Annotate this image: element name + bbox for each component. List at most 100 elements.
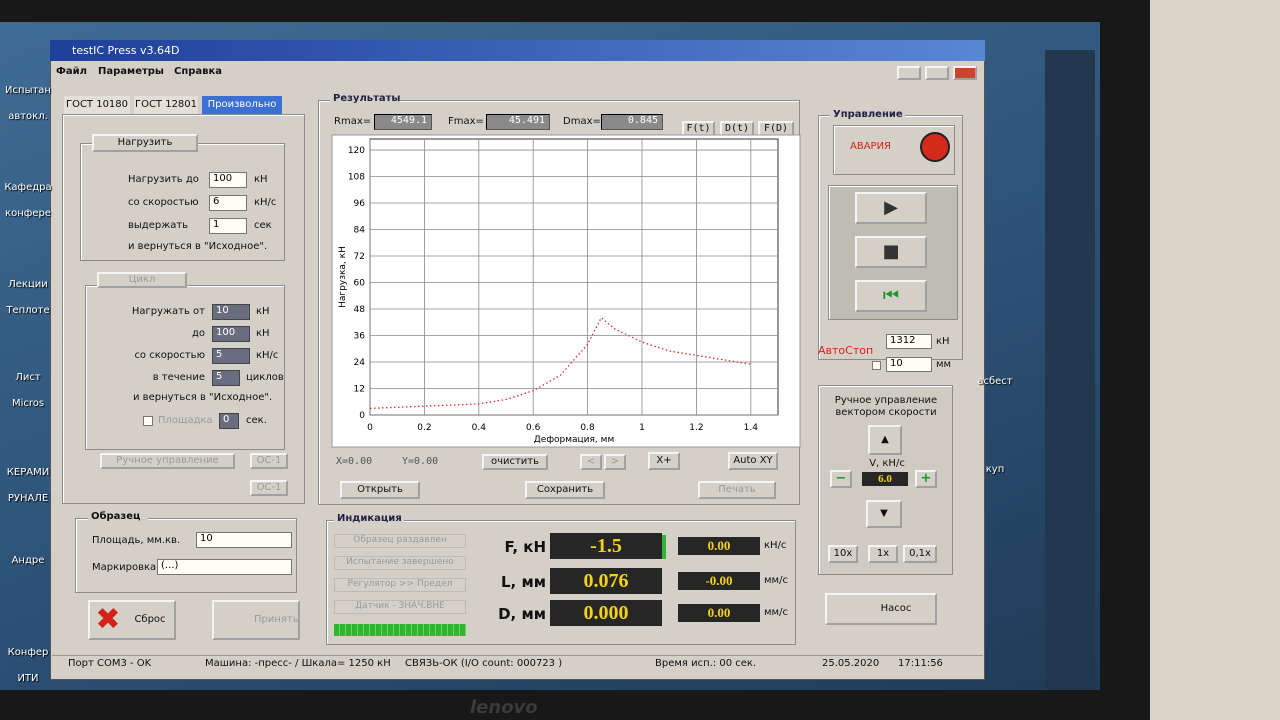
load-input[interactable]: 6 (209, 195, 247, 211)
desktop-icon-label[interactable]: Лекции Теплоте (6, 279, 50, 316)
cycle-input[interactable]: 5 (212, 370, 240, 386)
stat-label: Fmax= (448, 116, 484, 127)
cycle-button[interactable]: Цикл (97, 272, 187, 288)
platform-unit: сек. (246, 415, 267, 426)
start-button[interactable]: ▶ (855, 192, 927, 224)
cycle-input[interactable]: 100 (212, 326, 250, 342)
mode-button[interactable]: F(D) (758, 121, 794, 137)
save-button[interactable]: Сохранить (525, 481, 605, 499)
autostop-checkbox[interactable] (872, 361, 881, 370)
nav-button[interactable]: > (604, 454, 626, 470)
rate-value: 0.00 (678, 537, 760, 555)
os-button[interactable]: ОС-1 (250, 453, 288, 469)
tab[interactable]: ГОСТ 12801 (134, 96, 198, 114)
desktop-icon-label[interactable]: Конфер ИТИ (7, 647, 49, 684)
desktop-icon-label[interactable]: Испытан автокл. (5, 85, 51, 122)
progress-bar (334, 624, 466, 636)
platform-checkbox[interactable] (143, 416, 153, 426)
cycle-unit: кН/с (256, 350, 279, 361)
status-field: 25.05.2020 (822, 658, 880, 669)
reading-label: F, кН (504, 538, 547, 556)
load-button[interactable]: Нагрузить (92, 134, 198, 152)
area-input[interactable]: 10 (196, 532, 292, 548)
vector-title: Ручное управление вектором скорости (834, 395, 938, 418)
status-field: СВЯЗЬ-ОК (I/O count: 000723 ) (405, 658, 563, 669)
step-button[interactable]: 0,1x (903, 545, 937, 563)
reading-value: -1.5 (550, 533, 662, 559)
clear-button[interactable]: очистить (482, 454, 548, 470)
mode-button[interactable]: D(t) (720, 121, 754, 137)
print-button[interactable]: Печать (698, 481, 776, 499)
cycle-unit: кН (256, 306, 270, 317)
speed-down-button[interactable]: ▼ (866, 500, 902, 528)
reset-button[interactable]: Сброс ✖ (88, 600, 176, 640)
cycle-input[interactable]: 10 (212, 304, 250, 320)
status-field: 17:11:56 (898, 658, 943, 669)
desktop-icon-label[interactable]: куп (985, 464, 1005, 475)
load-label: со скоростью (128, 197, 199, 208)
load-return: и вернуться в "Исходное". (128, 241, 268, 252)
menu-item[interactable]: Справка (174, 66, 223, 77)
sample-group (75, 518, 297, 593)
indication-group (326, 520, 796, 645)
open-button[interactable]: Открыть (340, 481, 420, 499)
desktop-icon-label[interactable]: Лист Micros (11, 372, 45, 409)
cycle-unit: циклов (246, 372, 284, 383)
load-input[interactable]: 1 (209, 218, 247, 234)
reading-value: 0.076 (550, 568, 662, 594)
results-title: Результаты (330, 92, 400, 106)
indication-title: Индикация (334, 512, 404, 526)
rate-value: -0.00 (678, 572, 760, 590)
menu-item[interactable]: Файл (56, 66, 87, 77)
taskbar (1045, 50, 1095, 690)
autostop-label: АвтоСтоп (818, 344, 874, 357)
load-label: Нагрузить до (128, 174, 199, 185)
load-unit: кН/с (254, 197, 277, 208)
nav-button[interactable]: < (580, 454, 602, 470)
stop-button[interactable]: ■ (855, 236, 927, 268)
tab[interactable]: Произвольно (202, 96, 282, 114)
tab[interactable]: ГОСТ 10180 (64, 96, 130, 114)
alarm-button[interactable] (920, 132, 950, 162)
window-minimize[interactable] (897, 66, 921, 80)
reading-label: L, мм (501, 573, 546, 591)
window-title: testIC Press v3.64D (72, 44, 180, 57)
marking-input[interactable]: (...) (157, 559, 292, 575)
x-plus-button[interactable]: X+ (648, 452, 680, 470)
mode-button[interactable]: F(t) (682, 121, 715, 137)
step-button[interactable]: 10x (828, 545, 858, 563)
desktop-icon-label[interactable]: КЕРАМИ РУНАЛЕ (6, 467, 50, 504)
load-input[interactable]: 100 (209, 172, 247, 188)
title-bar (50, 40, 985, 61)
platform-label: Площадка (158, 415, 213, 426)
status-field: Порт COM3 - OK (68, 658, 152, 669)
cycle-unit: кН (256, 328, 270, 339)
reading-label: D, мм (498, 605, 546, 623)
desktop-icon-label[interactable]: асбест (977, 376, 1013, 387)
step-button[interactable]: 1x (868, 545, 898, 563)
return-button[interactable]: ⏮ (855, 280, 927, 312)
autostop-force[interactable]: 1312 (886, 334, 932, 349)
auto-xy-button[interactable]: Auto XY (728, 452, 778, 470)
desktop-icon-label[interactable]: Кафедра конфере (4, 182, 52, 219)
marking-label: Маркировка (92, 562, 157, 573)
platform-input[interactable]: 0 (219, 413, 239, 429)
autostop-disp[interactable]: 10 (886, 357, 932, 372)
window-maximize[interactable] (925, 66, 949, 80)
plus-button[interactable]: + (915, 470, 937, 488)
cycle-input[interactable]: 5 (212, 348, 250, 364)
load-label: выдержать (128, 220, 189, 231)
os-button[interactable]: ОС-1 (250, 480, 288, 496)
window-close[interactable] (953, 66, 977, 80)
accept-button[interactable]: Принять (212, 600, 300, 640)
pump-button[interactable]: Насос (825, 593, 937, 625)
speed-up-button[interactable]: ▲ (868, 425, 902, 455)
minus-button[interactable]: − (830, 470, 852, 488)
menu-item[interactable]: Параметры (98, 66, 164, 77)
params-panel (62, 114, 305, 504)
manual-button[interactable]: Ручное управление (100, 453, 235, 469)
desktop-icon-label[interactable]: Андре (11, 555, 45, 566)
cycle-label: Нагружать от (131, 306, 205, 317)
stat-value: 0.845 (601, 114, 663, 130)
